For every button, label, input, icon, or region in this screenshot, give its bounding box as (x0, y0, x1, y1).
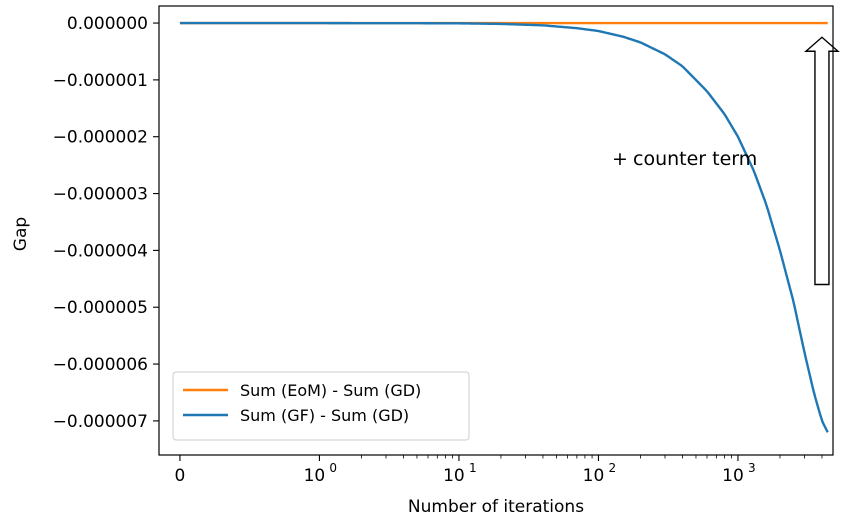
y-tick-label: −0.000001 (53, 71, 148, 91)
legend: Sum (EoM) - Sum (GD) Sum (GF) - Sum (GD) (172, 371, 470, 441)
y-axis-label: Gap (11, 217, 31, 251)
x-tick-exponent: 1 (469, 461, 477, 475)
legend-label-0: Sum (EoM) - Sum (GD) (240, 381, 421, 400)
x-tick-label: 0 (175, 466, 186, 486)
x-tick-exponent: 3 (748, 461, 756, 475)
y-tick-label: 0.000000 (67, 14, 148, 34)
x-tick-label: 10 (722, 466, 744, 486)
y-tick-label: −0.000003 (53, 185, 148, 205)
series-layer (179, 21, 829, 433)
annotation-text: counter term (633, 148, 757, 170)
series-line-1 (179, 21, 829, 433)
annotation-prefix: + (612, 148, 628, 170)
x-tick-exponent: 0 (329, 461, 337, 475)
x-tick-label: 10 (304, 466, 326, 486)
x-axis: 0 10 0 10 1 10 2 10 3 (175, 455, 823, 486)
legend-label-1: Sum (GF) - Sum (GD) (240, 406, 409, 425)
y-tick-label: −0.000004 (53, 241, 148, 261)
x-tick-exponent: 2 (608, 461, 616, 475)
x-axis-label: Number of iterations (408, 497, 584, 517)
y-tick-label: −0.000002 (53, 128, 148, 148)
x-tick-label: 10 (443, 466, 465, 486)
y-tick-label: −0.000006 (53, 355, 148, 375)
y-tick-label: −0.000005 (53, 298, 148, 318)
annotation: + counter term (612, 36, 840, 286)
y-tick-label: −0.000007 (53, 412, 148, 432)
axes-frame (158, 5, 834, 456)
y-axis: 0.000000 −0.000001 −0.000002 −0.000003 −0.00… (53, 14, 159, 432)
legend-box (172, 371, 470, 441)
x-tick-label: 10 (583, 466, 605, 486)
up-arrow-icon (804, 36, 840, 286)
